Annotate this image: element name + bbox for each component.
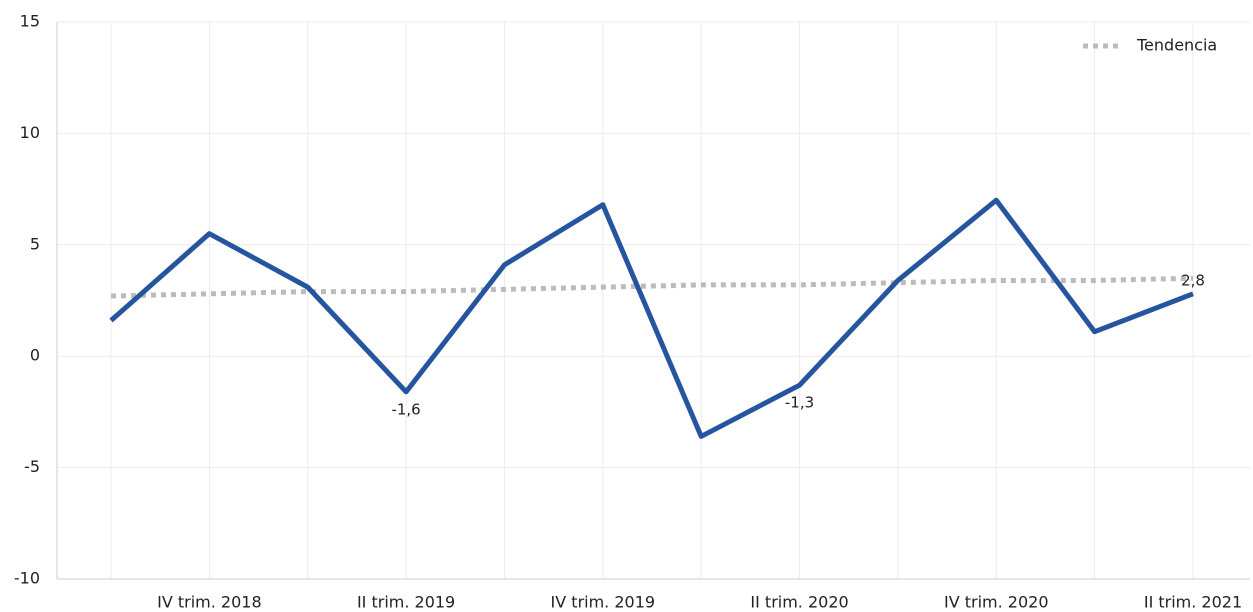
y-tick-label: 10: [20, 123, 40, 142]
series-line: [109, 197, 1194, 439]
data-label: -1,6: [391, 400, 420, 418]
data-label: 2,8: [1181, 271, 1205, 289]
y-tick-label: 5: [30, 234, 40, 253]
y-tick-label: -5: [24, 457, 40, 476]
x-tick-label: IV trim. 2018: [157, 593, 262, 612]
legend-label: Tendencia: [1136, 36, 1217, 55]
x-tick-label: IV trim. 2019: [551, 593, 656, 612]
y-tick-label: 15: [20, 12, 40, 31]
series-line: [110, 275, 1194, 299]
x-tick-label: II trim. 2021: [1144, 593, 1242, 612]
x-tick-label: II trim. 2019: [357, 593, 455, 612]
y-tick-label: -10: [14, 569, 40, 588]
y-tick-label: 0: [30, 346, 40, 365]
data-label: -1,3: [785, 394, 814, 412]
x-tick-label: II trim. 2020: [750, 593, 848, 612]
x-tick-label: IV trim. 2020: [944, 593, 1049, 612]
